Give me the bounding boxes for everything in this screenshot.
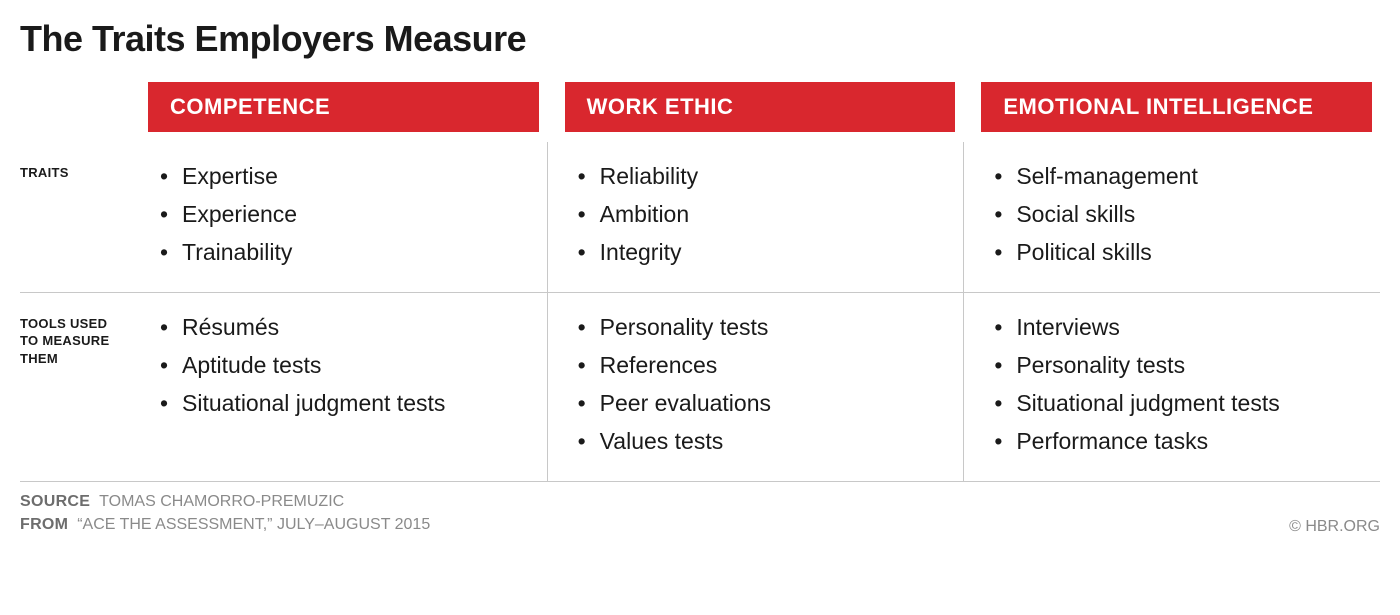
list-item: Aptitude tests [160,347,529,385]
traits-table: COMPETENCE WORK ETHIC EMOTIONAL INTELLIG… [20,82,1380,482]
list-item: Personality tests [578,309,946,347]
page-title: The Traits Employers Measure [20,18,1380,60]
cell-ei-tools: Interviews Personality tests Situational… [963,292,1380,481]
list-item: Self-management [994,158,1362,196]
list-item: Résumés [160,309,529,347]
source-value: TOMAS CHAMORRO-PREMUZIC [99,493,344,510]
row-label-traits: TRAITS [20,142,130,292]
list-item: Expertise [160,158,529,196]
copyright: © HBR.ORG [1289,518,1380,536]
footer-left: SOURCE TOMAS CHAMORRO-PREMUZIC FROM “ACE… [20,490,430,536]
column-header-competence: COMPETENCE [148,82,539,132]
cell-work-ethic-traits: Reliability Ambition Integrity [547,142,964,292]
column-header-emotional-intelligence: EMOTIONAL INTELLIGENCE [981,82,1372,132]
list-item: Political skills [994,234,1362,272]
column-header-work-ethic: WORK ETHIC [565,82,956,132]
row-label-tools: TOOLS USED TO MEASURE THEM [20,292,130,481]
from-value: “ACE THE ASSESSMENT,” JULY–AUGUST 2015 [77,516,430,533]
list-item: Values tests [578,423,946,461]
list-item: Personality tests [994,347,1362,385]
list-item: Reliability [578,158,946,196]
list-item: Ambition [578,196,946,234]
cell-ei-traits: Self-management Social skills Political … [963,142,1380,292]
list-item: Situational judgment tests [994,385,1362,423]
list-item: Situational judgment tests [160,385,529,423]
from-label: FROM [20,516,68,533]
list-item: Social skills [994,196,1362,234]
list-item: Experience [160,196,529,234]
list-item: Integrity [578,234,946,272]
list-item: Peer evaluations [578,385,946,423]
footer: SOURCE TOMAS CHAMORRO-PREMUZIC FROM “ACE… [20,482,1380,536]
list-item: References [578,347,946,385]
list-item: Trainability [160,234,529,272]
cell-work-ethic-tools: Personality tests References Peer evalua… [547,292,964,481]
cell-competence-tools: Résumés Aptitude tests Situational judgm… [130,292,547,481]
cell-competence-traits: Expertise Experience Trainability [130,142,547,292]
list-item: Performance tasks [994,423,1362,461]
header-spacer [20,82,130,142]
source-label: SOURCE [20,493,90,510]
list-item: Interviews [994,309,1362,347]
